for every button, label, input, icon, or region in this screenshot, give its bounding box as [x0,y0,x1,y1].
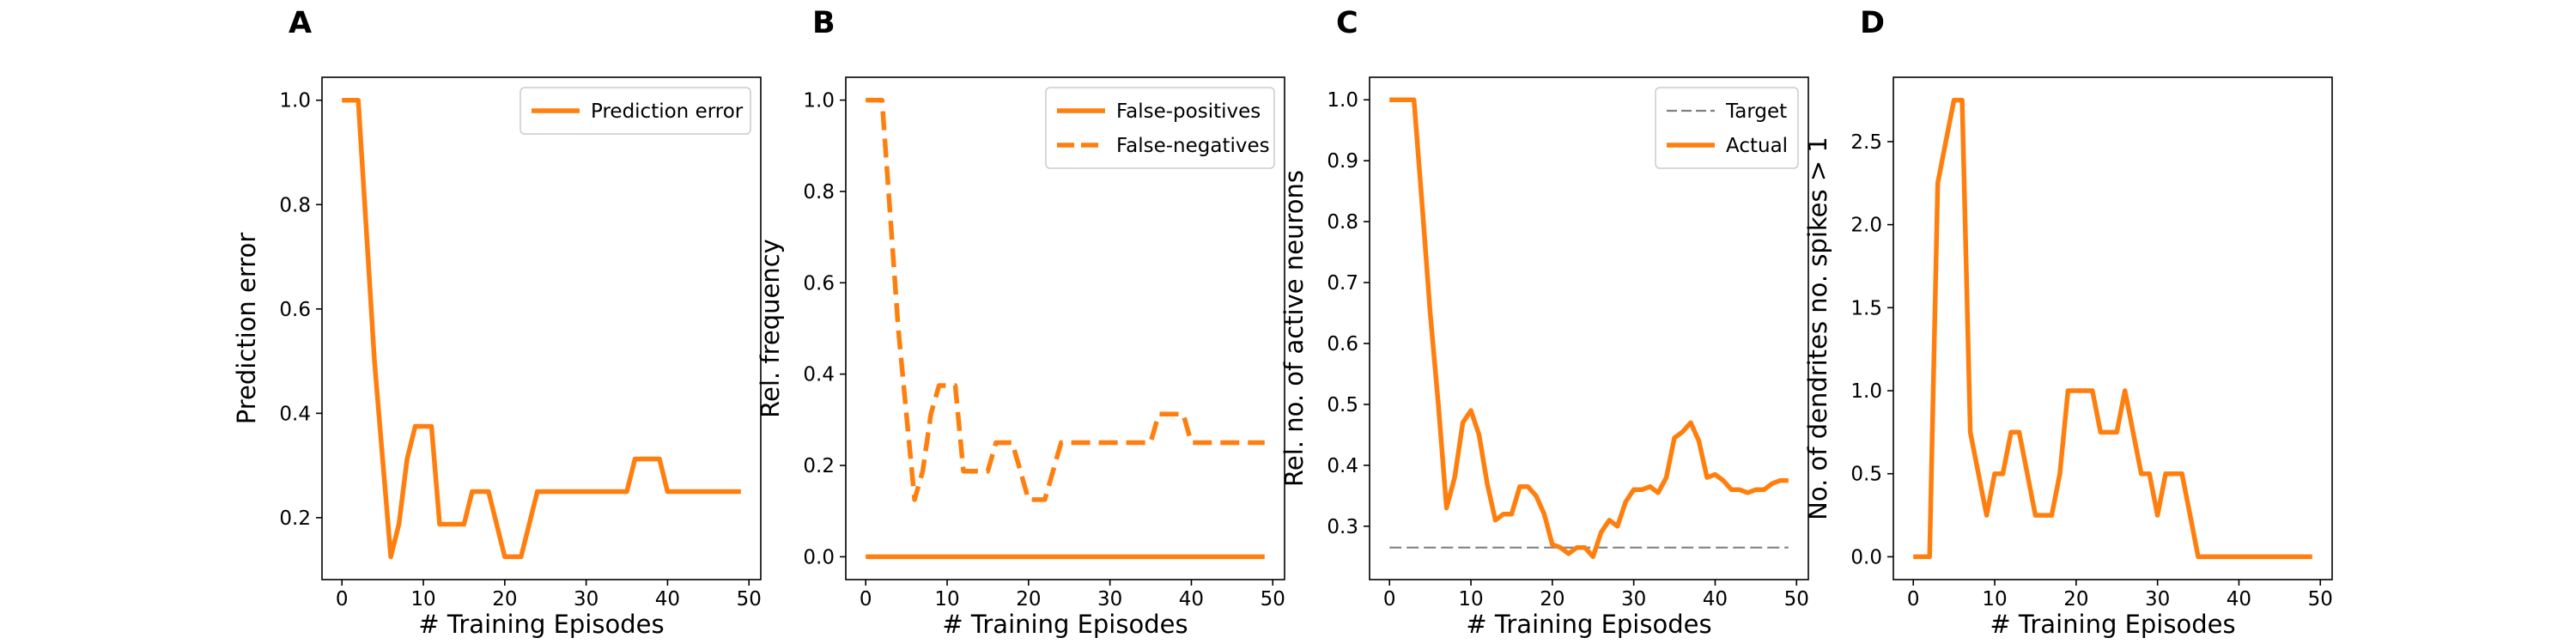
x-tick-label: 30 [1097,588,1122,611]
legend-label: False-negatives [1116,135,1270,157]
legend-label: Prediction error [591,100,744,123]
y-tick-label: 2.0 [1850,215,1882,237]
y-tick-label: 2.5 [1850,131,1882,154]
x-tick-label: 50 [1261,588,1285,611]
series-line-false-negatives [866,97,1265,502]
legend-frame [1045,87,1275,169]
x-tick-label: 50 [2308,588,2333,611]
legend-label: False-positives [1116,100,1261,123]
y-axis-label: Prediction error [232,233,261,425]
y-tick-label: 0.2 [803,455,835,477]
y-tick-label: 0.4 [803,364,835,386]
y-tick-label: 0.0 [803,546,835,568]
legend-label: Actual [1726,135,1788,157]
x-tick-label: 0 [1907,588,1920,611]
panel-letter: B [812,6,835,40]
legend-frame [1655,87,1799,169]
y-tick-label: 1.5 [1850,297,1882,319]
panel-d: D 0 10 20 30 40 50 0.0 0.5 1.0 1.5 2.0 2.5 # Training… [1803,6,2333,639]
panel-c: C 0 10 20 30 40 50 0.3 0.4 0.5 0.6 0.7 0.8 0.9 1.0 # Tr… [1279,6,1809,639]
x-tick-label: 10 [1982,588,2007,611]
x-tick-label: 10 [1458,588,1483,611]
x-tick-label: 30 [574,588,598,611]
panel-a: A 0 10 20 30 40 50 0.2 0.4 0.6 0.8 1.0 # Training Ep… [232,6,762,639]
panel-letter: A [289,6,312,40]
x-tick-label: 20 [492,588,517,611]
y-tick-label: 0.8 [1327,211,1358,234]
y-tick-label: 0.4 [1327,455,1358,477]
legend-label: Target [1725,100,1787,123]
y-tick-label: 1.0 [1327,89,1358,112]
y-axis-label: Rel. no. of active neurons [1279,170,1309,487]
y-tick-label: 1.0 [803,90,835,112]
x-tick-label: 40 [655,588,680,611]
y-tick-label: 0.6 [803,272,835,295]
x-tick-label: 40 [2227,588,2251,611]
x-tick-label: 50 [1784,588,1809,611]
x-tick-label: 0 [860,588,872,611]
legend: Prediction error [519,87,751,135]
x-tick-label: 20 [1016,588,1041,611]
y-tick-label: 0.0 [1850,546,1882,568]
y-tick-label: 0.9 [1327,150,1358,173]
y-tick-label: 0.3 [1327,516,1358,538]
x-axis-label: # Training Episodes [942,610,1188,639]
y-tick-label: 1.0 [279,90,311,112]
y-tick-label: 0.6 [1327,333,1358,355]
series-line [1913,97,2312,560]
axes-frame [1369,76,1809,580]
x-axis-label: # Training Episodes [1990,610,2235,639]
x-tick-label: 40 [1179,588,1204,611]
x-tick-label: 20 [1540,588,1564,611]
legend: Target Actual [1655,87,1799,169]
series-line-actual [1389,97,1789,560]
panel-letter: C [1336,6,1358,40]
x-axis-label: # Training Episodes [418,610,664,639]
x-tick-label: 20 [2063,588,2088,611]
x-tick-label: 30 [1621,588,1646,611]
legend: False-positives False-negatives [1045,87,1275,169]
x-tick-label: 40 [1703,588,1728,611]
panel-b: B 0 10 20 30 40 50 0.0 0.2 0.4 0.6 0.8 1.0 # Training… [756,6,1285,639]
x-tick-label: 10 [410,588,435,611]
series-line-prediction-error [342,97,741,560]
axes-frame [321,76,762,580]
y-tick-label: 0.8 [803,181,835,204]
x-tick-label: 30 [2145,588,2170,611]
axes-frame [845,76,1285,580]
x-axis-label: # Training Episodes [1466,610,1711,639]
y-tick-label: 0.5 [1850,464,1882,486]
x-tick-label: 0 [1383,588,1396,611]
x-tick-label: 50 [737,588,762,611]
y-tick-label: 0.8 [279,194,311,216]
y-tick-label: 0.4 [279,403,311,425]
y-tick-label: 0.2 [279,507,311,530]
x-tick-label: 0 [336,588,349,611]
x-tick-label: 10 [934,588,959,611]
y-tick-label: 0.5 [1327,394,1358,416]
panel-letter: D [1860,6,1885,40]
axes-frame [1893,76,2333,580]
y-tick-label: 1.0 [1850,380,1882,403]
y-axis-label: No. of dendrites no. spikes > 1 [1803,137,1832,520]
legend-frame [519,87,751,135]
y-axis-label: Rel. frequency [756,239,785,418]
y-tick-label: 0.7 [1327,272,1358,295]
y-tick-label: 0.6 [279,299,311,321]
